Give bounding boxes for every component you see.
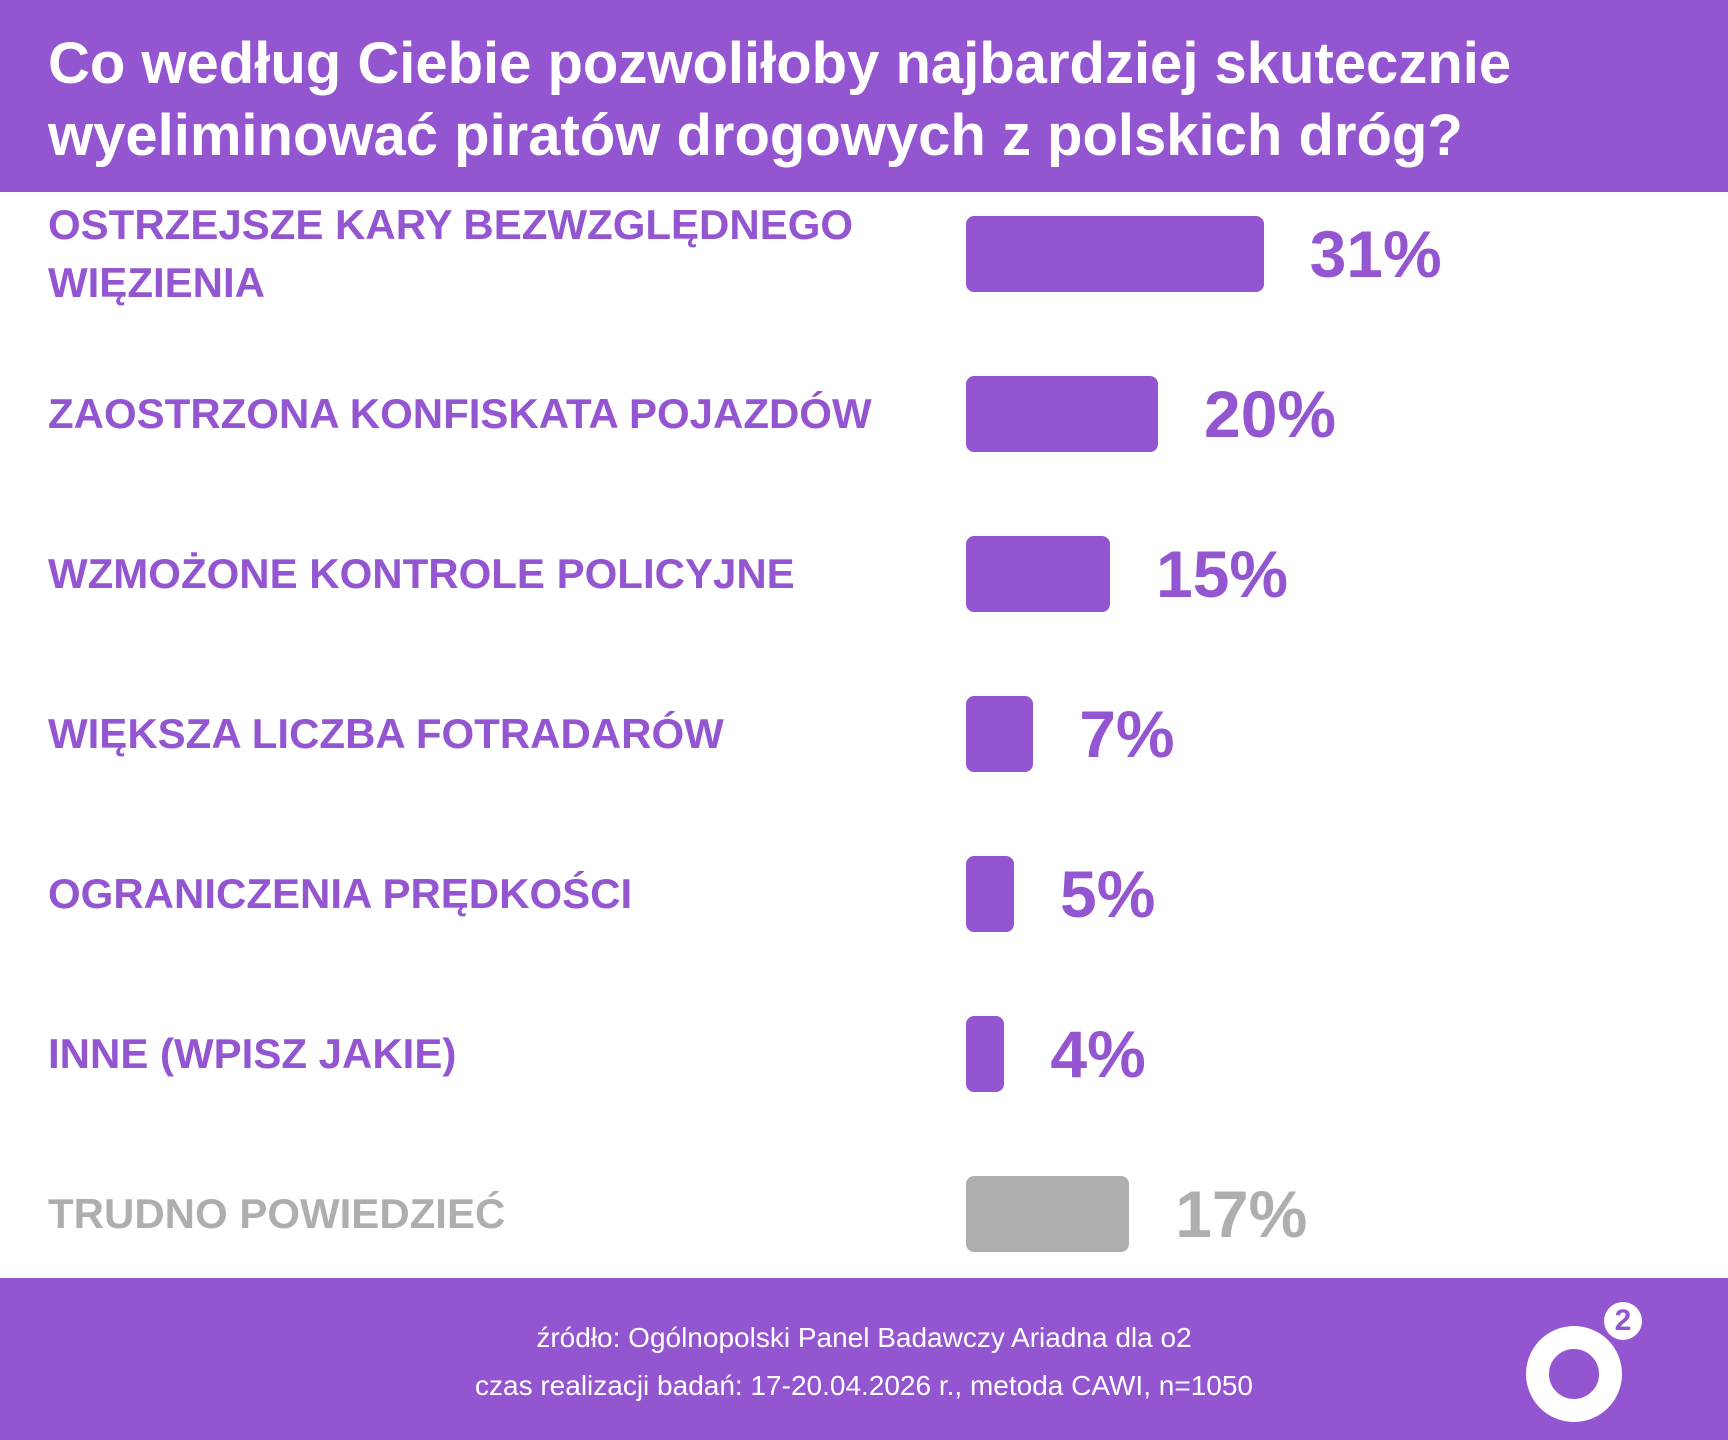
category-label: OGRANICZENIA PRĘDKOŚCI [48,870,633,917]
category-label: WIĘKSZA LICZBA FOTRADARÓW [48,710,724,757]
value-label: 20% [1204,377,1337,451]
logo-o-ring [1526,1326,1622,1422]
methodology-note: czas realizacji badań: 17-20.04.2026 r.,… [475,1370,1253,1401]
bar [966,1176,1130,1252]
footer-banner: źródło: Ogólnopolski Panel Badawczy Aria… [0,1278,1728,1440]
value-label: 31% [1309,217,1442,291]
bar [966,696,1034,772]
source-note: źródło: Ogólnopolski Panel Badawczy Aria… [536,1322,1192,1353]
category-label: TRUDNO POWIEDZIEĆ [48,1190,506,1237]
chart-title: Co według Ciebie pozwoliłoby najbardziej… [48,31,1512,168]
value-label: 5% [1060,857,1156,931]
logo-superscript: 2 [1604,1302,1642,1340]
bar [966,376,1158,452]
bar [966,536,1110,612]
value-label: 17% [1175,1177,1308,1251]
category-label: OSTRZEJSZE KARY BEZWZGLĘDNEGO WIĘZIENIA [48,201,854,306]
header-banner: Co według Ciebie pozwoliłoby najbardziej… [0,0,1728,192]
bar [966,1016,1005,1092]
category-label: INNE (WPISZ JAKIE) [48,1030,457,1077]
value-label: 4% [1050,1017,1146,1091]
category-label: WZMOŻONE KONTROLE POLICYJNE [48,550,795,597]
category-label: ZAOSTRZONA KONFISKATA POJAZDÓW [48,390,872,437]
footer-text: źródło: Ogólnopolski Panel Badawczy Aria… [0,1314,1728,1410]
bar-chart: OSTRZEJSZE KARY BEZWZGLĘDNEGO WIĘZIENIA 3… [0,192,1728,1278]
value-label: 15% [1156,537,1289,611]
value-label: 7% [1079,697,1175,771]
o2-logo: 2 [1520,1302,1644,1422]
bar [966,216,1264,292]
bar [966,856,1014,932]
